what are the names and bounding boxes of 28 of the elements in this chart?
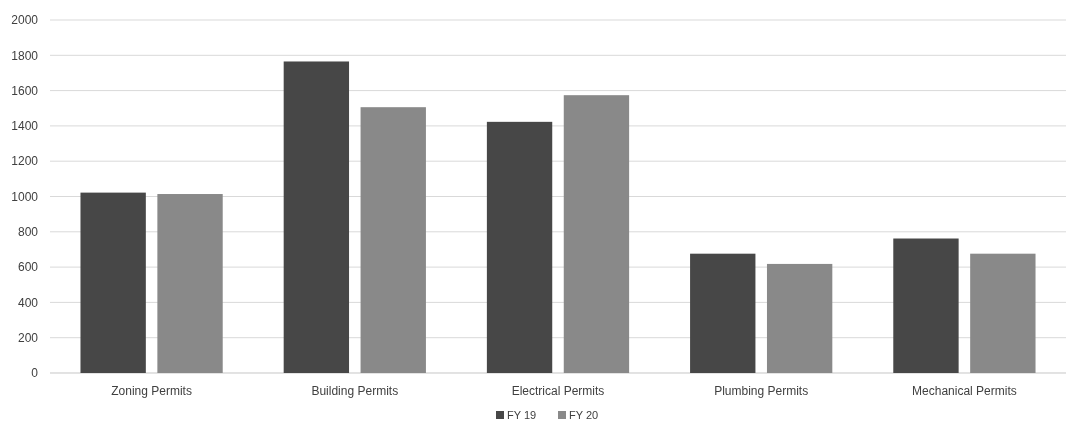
- x-tick-label: Electrical Permits: [511, 384, 605, 398]
- y-tick-label: 1600: [11, 83, 39, 98]
- x-tick-label: Zoning Permits: [111, 384, 192, 398]
- x-tick-label: Building Permits: [311, 384, 399, 398]
- bar: [690, 253, 756, 373]
- bar: [157, 194, 223, 373]
- legend-label: FY 19: [507, 409, 537, 421]
- x-tick-label: Plumbing Permits: [714, 384, 809, 398]
- bar: [283, 61, 350, 373]
- bar: [563, 95, 630, 373]
- y-tick-label: 400: [17, 295, 39, 310]
- bar: [486, 121, 553, 373]
- bar: [970, 253, 1036, 373]
- y-tick-label: 1200: [11, 154, 39, 169]
- y-tick-label: 800: [17, 225, 39, 239]
- bar: [893, 238, 959, 373]
- y-tick-label: 200: [17, 330, 39, 345]
- bar: [80, 192, 146, 373]
- y-tick-label: 0: [31, 366, 39, 381]
- x-tick-label: Mechanical Permits: [912, 384, 1017, 398]
- bar: [360, 107, 426, 373]
- y-tick-label: 2000: [11, 13, 39, 28]
- bar: [766, 263, 833, 373]
- y-tick-label: 600: [17, 260, 39, 275]
- legend-label: FY 20: [569, 409, 599, 421]
- y-tick-label: 1800: [11, 48, 39, 63]
- y-tick-label: 1400: [11, 119, 39, 134]
- y-tick-label: 1000: [11, 189, 39, 204]
